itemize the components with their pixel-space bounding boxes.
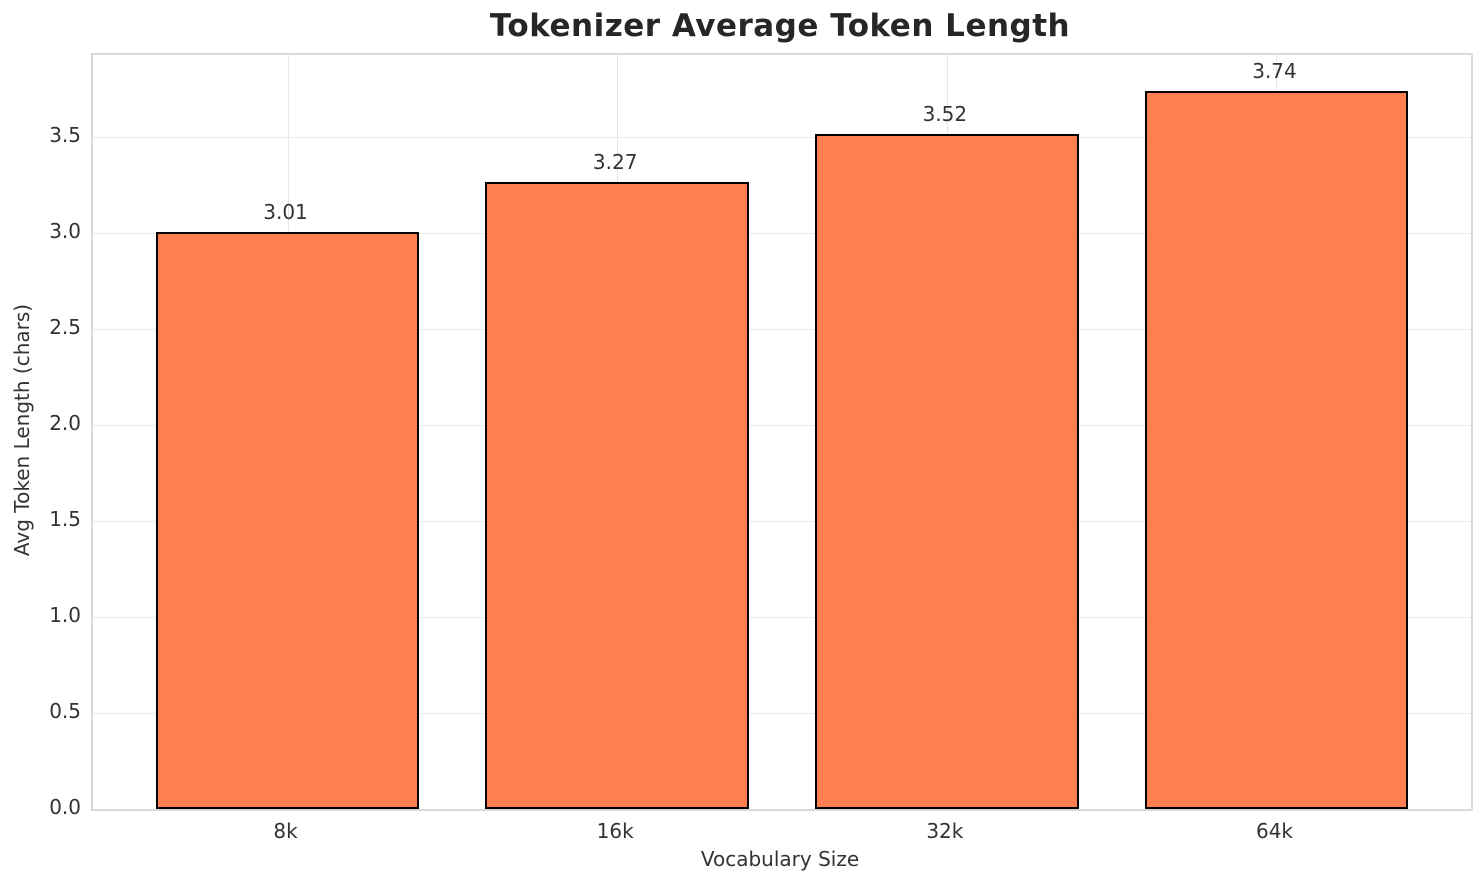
y-tick-label: 0.0	[49, 795, 81, 819]
bar-value-label: 3.01	[263, 199, 308, 224]
horizontal-gridline	[93, 329, 1471, 331]
y-tick-label: 1.0	[49, 603, 81, 628]
bar-8k	[155, 231, 420, 809]
bar-16k	[485, 181, 750, 809]
y-tick-label: 1.5	[49, 507, 81, 532]
x-tick-label-64k: 64k	[1255, 819, 1293, 843]
y-axis-label: Avg Token Length (chars)	[10, 303, 34, 557]
horizontal-gridline	[93, 521, 1471, 523]
x-tick-label-8k: 8k	[273, 819, 298, 843]
y-tick-label: 2.0	[49, 411, 81, 436]
bar-value-label: 3.52	[922, 101, 968, 126]
horizontal-gridline	[93, 713, 1471, 715]
y-tick-label: 2.5	[49, 315, 81, 340]
horizontal-gridline	[93, 617, 1471, 619]
x-tick-label-32k: 32k	[926, 819, 964, 843]
y-tick-label: 3.0	[49, 219, 81, 244]
bar-32k	[814, 133, 1079, 809]
horizontal-gridline	[93, 425, 1471, 427]
horizontal-gridline	[93, 233, 1471, 235]
plot-area	[91, 53, 1473, 811]
x-tick-label-16k: 16k	[596, 819, 634, 843]
x-axis-label: Vocabulary Size	[700, 847, 860, 871]
y-tick-label: 0.5	[49, 699, 81, 724]
chart-title: Tokenizer Average Token Length	[489, 8, 1071, 44]
bar-64k	[1144, 91, 1409, 809]
horizontal-gridline	[93, 137, 1471, 139]
bar-value-label: 3.27	[592, 149, 638, 174]
bar-value-label: 3.74	[1252, 59, 1297, 84]
y-tick-label: 3.5	[49, 123, 81, 148]
